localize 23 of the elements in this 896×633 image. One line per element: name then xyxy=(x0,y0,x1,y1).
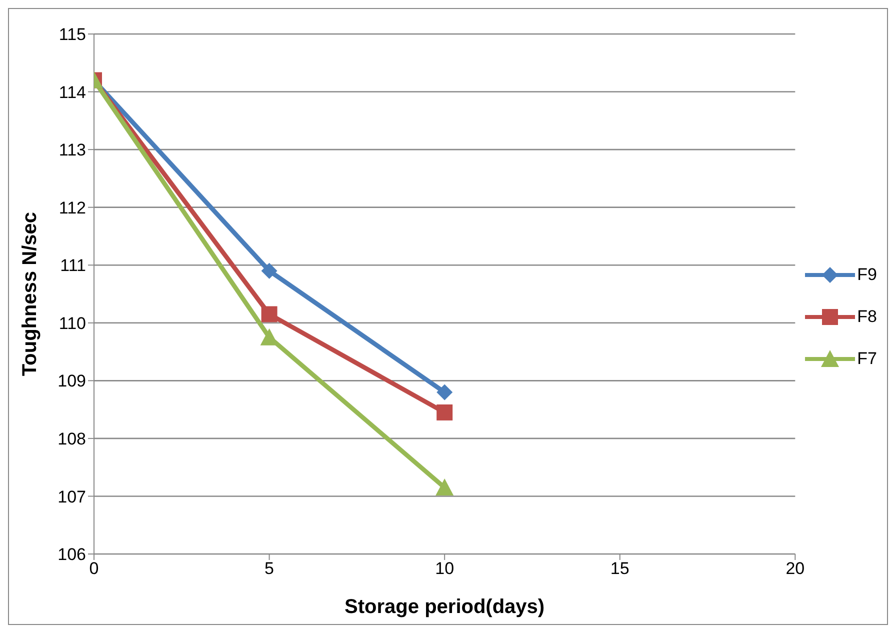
y-axis-title: Toughness N/sec xyxy=(19,212,42,376)
y-tick-label: 110 xyxy=(58,314,86,333)
x-tick-label: 20 xyxy=(786,559,805,578)
legend-label: F9 xyxy=(857,264,877,284)
y-tick-label: 108 xyxy=(58,429,86,448)
point xyxy=(436,404,453,420)
legend-label: F8 xyxy=(857,306,877,326)
y-tick-label: 107 xyxy=(58,487,86,506)
point xyxy=(436,384,453,400)
point xyxy=(436,478,454,496)
y-tick-label: 115 xyxy=(58,25,86,44)
x-tick-label: 5 xyxy=(264,559,274,578)
x-tick-label: 0 xyxy=(89,559,99,578)
y-tick-label: 113 xyxy=(58,140,86,160)
y-tick-label: 109 xyxy=(58,372,86,391)
x-tick-label: 15 xyxy=(610,559,630,578)
legend-label: F7 xyxy=(857,348,877,368)
y-tick-label: 106 xyxy=(58,545,86,564)
y-tick-label: 112 xyxy=(58,198,86,218)
x-axis-title: Storage period(days) xyxy=(344,596,545,618)
y-tick-label: 111 xyxy=(60,256,86,276)
x-tick-label: 10 xyxy=(435,559,454,578)
y-tick-label: 114 xyxy=(58,82,86,102)
